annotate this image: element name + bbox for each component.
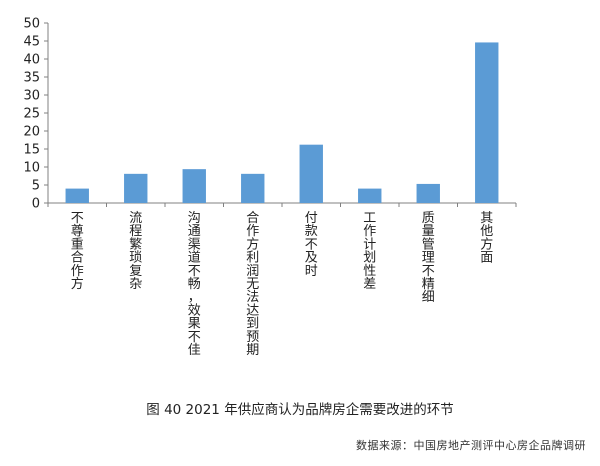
y-tick-label: 15 [23, 143, 40, 158]
figure-caption: 图 40 2021 年供应商认为品牌房企需要改进的环节 [146, 402, 454, 418]
bar [182, 169, 206, 203]
y-tick-label: 50 [23, 17, 40, 32]
x-category-label: 其他方面 [480, 211, 493, 266]
y-tick-label: 5 [32, 179, 40, 194]
x-category-label: 付款不及时 [305, 211, 318, 279]
data-source-note: 数据来源：中国房地产测评中心房企品牌调研 [356, 439, 586, 452]
bar [124, 173, 148, 203]
y-tick-label: 25 [23, 107, 40, 122]
y-axis: 0 5 10 15 20 25 30 35 40 45 50 [23, 17, 49, 212]
bar [416, 183, 440, 203]
x-category-label: 沟通渠道不畅，效果不佳 [188, 211, 201, 358]
y-tick-label: 35 [23, 71, 40, 86]
x-category-label: 不尊重合作方 [71, 211, 84, 292]
bars [65, 42, 499, 203]
bar [358, 188, 382, 203]
y-tick-label: 0 [32, 197, 40, 212]
x-category-label: 合作方利润无法达到预期 [246, 211, 259, 358]
y-tick-label: 40 [23, 53, 40, 68]
y-tick-label: 30 [23, 89, 40, 104]
x-category-label: 质量管理不精细 [422, 211, 435, 305]
bar-chart: 0 5 10 15 20 25 30 35 40 45 50 不尊重合作方 流程繁琐复杂 沟通渠道不畅，… [23, 17, 517, 358]
x-labels: 不尊重合作方 流程繁琐复杂 沟通渠道不畅，效果不佳 合作方利润无法达到预期 付款不及时 工… [71, 211, 494, 358]
bar [241, 173, 265, 203]
bar [299, 144, 323, 203]
bar [475, 42, 499, 203]
bar [65, 188, 89, 203]
y-tick-label: 10 [23, 161, 40, 176]
x-category-label: 流程繁琐复杂 [129, 211, 142, 292]
y-tick-label: 45 [23, 35, 40, 50]
x-category-label: 工作计划性差 [363, 211, 376, 292]
x-axis [47, 202, 517, 207]
y-tick-label: 20 [23, 125, 40, 140]
